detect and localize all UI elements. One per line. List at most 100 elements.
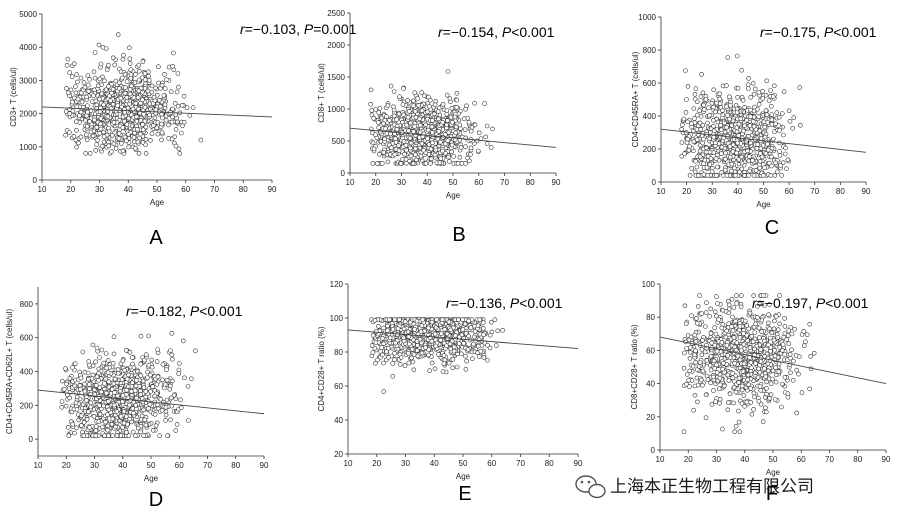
data-point: [485, 142, 489, 146]
data-point: [692, 408, 696, 412]
data-point: [694, 360, 698, 364]
data-point: [84, 151, 88, 155]
data-point: [737, 420, 741, 424]
x-tick-label: 90: [268, 185, 277, 194]
data-point: [126, 385, 130, 389]
data-point: [775, 111, 779, 115]
data-point: [171, 64, 175, 68]
data-point: [784, 146, 788, 150]
data-point: [182, 94, 186, 98]
y-tick-label: 0: [341, 169, 346, 178]
data-point: [174, 113, 178, 117]
data-point: [132, 411, 136, 415]
x-tick-label: 60: [175, 461, 184, 470]
data-point: [79, 424, 83, 428]
data-point: [110, 422, 114, 426]
stat-annotation: r=−0.136, P<0.001: [446, 295, 563, 311]
y-tick-label: 20: [334, 450, 343, 459]
data-point: [139, 132, 143, 136]
data-point: [376, 324, 380, 328]
data-point: [430, 125, 434, 129]
data-point: [748, 124, 752, 128]
data-point: [113, 63, 117, 67]
data-point: [129, 68, 133, 72]
x-tick-label: 90: [882, 455, 891, 464]
data-point: [685, 373, 689, 377]
data-point: [440, 318, 444, 322]
data-point: [377, 126, 381, 130]
data-point: [470, 357, 474, 361]
data-point: [477, 355, 481, 359]
data-point: [785, 167, 789, 171]
data-point: [104, 420, 108, 424]
data-point: [745, 149, 749, 153]
data-point: [773, 173, 777, 177]
data-point: [125, 80, 129, 84]
data-point: [102, 361, 106, 365]
data-point: [84, 133, 88, 137]
data-point: [370, 108, 374, 112]
data-point: [110, 133, 114, 137]
data-point: [419, 154, 423, 158]
data-point: [402, 87, 406, 91]
data-point: [76, 97, 80, 101]
data-point: [369, 88, 373, 92]
data-point: [445, 109, 449, 113]
x-tick-label: 30: [401, 459, 410, 468]
data-point: [186, 385, 190, 389]
data-point: [791, 126, 795, 130]
data-point: [106, 428, 110, 432]
data-point: [186, 419, 190, 423]
data-point: [445, 112, 449, 116]
y-tick-label: 20: [646, 413, 655, 422]
data-point: [165, 368, 169, 372]
data-point: [373, 318, 377, 322]
data-point: [701, 91, 705, 95]
data-point: [114, 146, 118, 150]
data-point: [751, 81, 755, 85]
data-point: [146, 74, 150, 78]
data-point: [486, 343, 490, 347]
data-point: [708, 314, 712, 318]
data-point: [134, 384, 138, 388]
data-point: [422, 148, 426, 152]
data-point: [731, 329, 735, 333]
data-point: [723, 168, 727, 172]
data-point: [682, 117, 686, 121]
data-point: [165, 378, 169, 382]
data-point: [429, 147, 433, 151]
data-point: [426, 326, 430, 330]
data-point: [682, 351, 686, 355]
data-point: [740, 68, 744, 72]
data-point: [406, 115, 410, 119]
data-point: [427, 353, 431, 357]
data-point: [743, 124, 747, 128]
data-point: [87, 387, 91, 391]
data-point: [128, 61, 132, 65]
data-point: [398, 95, 402, 99]
stat-part: =−0.182: [131, 303, 183, 319]
data-point: [447, 131, 451, 135]
data-point: [372, 116, 376, 120]
data-point: [155, 126, 159, 130]
data-point: [727, 95, 731, 99]
data-point: [60, 400, 64, 404]
data-point: [379, 139, 383, 143]
data-point: [114, 425, 118, 429]
data-point: [167, 136, 171, 140]
data-point: [135, 396, 139, 400]
data-point: [706, 173, 710, 177]
data-point: [74, 91, 78, 95]
data-point: [698, 149, 702, 153]
data-point: [406, 351, 410, 355]
data-point: [749, 141, 753, 145]
data-point: [128, 87, 132, 91]
data-point: [481, 321, 485, 325]
data-point: [123, 72, 127, 76]
data-point: [441, 149, 445, 153]
data-point: [127, 373, 131, 377]
data-point: [752, 92, 756, 96]
data-point: [158, 434, 162, 438]
y-tick-label: 1500: [327, 73, 345, 82]
